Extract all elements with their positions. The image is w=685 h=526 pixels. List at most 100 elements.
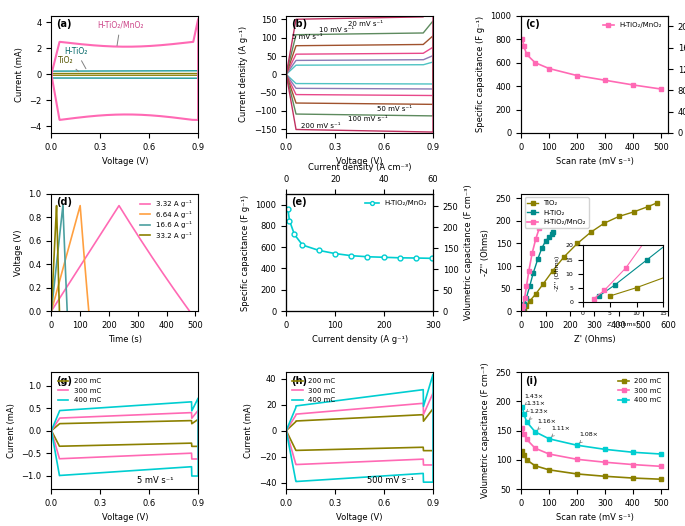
Y-axis label: -Z'' (Ohms): -Z'' (Ohms) bbox=[481, 229, 490, 276]
Y-axis label: Voltage (V): Voltage (V) bbox=[14, 229, 23, 276]
X-axis label: Current density (A g⁻¹): Current density (A g⁻¹) bbox=[312, 336, 408, 345]
Legend: 200 mC, 300 mC, 400 mC: 200 mC, 300 mC, 400 mC bbox=[290, 376, 338, 406]
400 mC bbox=[186, 463, 195, 470]
H-TiO₂/MnO₂ bbox=[528, 250, 536, 257]
X-axis label: Time (s): Time (s) bbox=[108, 336, 142, 345]
Text: TiO₂: TiO₂ bbox=[58, 56, 79, 72]
200 mC bbox=[519, 448, 527, 454]
Line: 400 mC: 400 mC bbox=[51, 398, 198, 476]
H-TiO₂ bbox=[518, 307, 526, 313]
300 mC bbox=[180, 450, 188, 457]
Y-axis label: Current (mA): Current (mA) bbox=[7, 403, 16, 458]
200 mC bbox=[573, 471, 581, 477]
300 mC bbox=[175, 410, 183, 416]
Text: 1.08×: 1.08× bbox=[580, 432, 598, 443]
Line: 6.64 A g⁻¹: 6.64 A g⁻¹ bbox=[51, 206, 89, 311]
Y-axis label: Volumetric capacitance (F cm⁻³): Volumetric capacitance (F cm⁻³) bbox=[481, 363, 490, 499]
300 mC bbox=[282, 428, 290, 434]
300 mC bbox=[523, 436, 531, 442]
TiO₂ bbox=[644, 204, 652, 210]
16.6 A g⁻¹ bbox=[63, 305, 71, 311]
300 mC bbox=[657, 463, 665, 470]
H-TiO₂/MnO₂ bbox=[536, 225, 544, 231]
200 mC bbox=[523, 457, 531, 463]
TiO₂ bbox=[539, 281, 547, 287]
400 mC bbox=[321, 399, 329, 406]
Text: 500 mV s⁻¹: 500 mV s⁻¹ bbox=[367, 477, 414, 485]
Text: (e): (e) bbox=[290, 197, 306, 207]
Line: 300 mC: 300 mC bbox=[286, 393, 433, 465]
Text: (g): (g) bbox=[55, 376, 72, 386]
H-TiO₂/MnO₂ bbox=[546, 212, 554, 218]
Text: (b): (b) bbox=[290, 19, 307, 29]
Text: 1.23×: 1.23× bbox=[529, 409, 548, 419]
200 mC bbox=[147, 418, 155, 424]
TiO₂ bbox=[630, 209, 638, 215]
Legend: H-TiO₂/MnO₂: H-TiO₂/MnO₂ bbox=[600, 19, 664, 31]
400 mC bbox=[657, 451, 665, 457]
300 mC bbox=[97, 413, 105, 420]
Text: (f): (f) bbox=[525, 197, 538, 207]
33.2 A g⁻¹ bbox=[53, 229, 62, 235]
33.2 A g⁻¹ bbox=[53, 217, 61, 223]
400 mC bbox=[545, 436, 553, 442]
H-TiO₂ bbox=[523, 295, 531, 301]
TiO₂ bbox=[615, 213, 623, 219]
400 mC bbox=[147, 401, 155, 408]
Text: 200 mV s⁻¹: 200 mV s⁻¹ bbox=[301, 123, 340, 129]
H-TiO₂ bbox=[525, 283, 534, 289]
6.64 A g⁻¹ bbox=[79, 239, 87, 245]
200 mC bbox=[381, 413, 389, 420]
200 mC bbox=[629, 475, 637, 481]
300 mC bbox=[186, 450, 195, 457]
33.2 A g⁻¹ bbox=[53, 203, 61, 209]
X-axis label: Current density (A cm⁻³): Current density (A cm⁻³) bbox=[308, 163, 412, 171]
400 mC bbox=[429, 479, 437, 485]
TiO₂ bbox=[519, 306, 527, 312]
Line: 400 mC: 400 mC bbox=[286, 375, 433, 482]
300 mC bbox=[519, 424, 527, 431]
Line: 200 mC: 200 mC bbox=[51, 419, 198, 447]
Y-axis label: Volumetric capacitance (F cm⁻³): Volumetric capacitance (F cm⁻³) bbox=[464, 185, 473, 320]
3.32 A g⁻¹ bbox=[125, 218, 133, 224]
Text: (i): (i) bbox=[525, 376, 538, 386]
X-axis label: Voltage (V): Voltage (V) bbox=[336, 513, 383, 522]
300 mC bbox=[573, 456, 581, 462]
200 mC bbox=[186, 440, 195, 447]
Line: 300 mC: 300 mC bbox=[51, 410, 198, 459]
Line: 400 mC: 400 mC bbox=[521, 405, 663, 456]
6.64 A g⁻¹ bbox=[77, 218, 86, 224]
Line: H-TiO₂: H-TiO₂ bbox=[520, 230, 556, 312]
16.6 A g⁻¹ bbox=[60, 239, 68, 245]
3.32 A g⁻¹ bbox=[164, 278, 173, 285]
400 mC bbox=[519, 404, 527, 410]
200 mC bbox=[601, 473, 609, 479]
300 mC bbox=[601, 459, 609, 466]
Text: H-TiO₂: H-TiO₂ bbox=[64, 46, 88, 69]
H-TiO₂/MnO₂ bbox=[518, 306, 526, 312]
300 mC bbox=[429, 390, 437, 396]
33.2 A g⁻¹ bbox=[55, 305, 64, 311]
Legend: 200 mC, 300 mC, 400 mC: 200 mC, 300 mC, 400 mC bbox=[55, 376, 103, 406]
16.6 A g⁻¹ bbox=[60, 229, 68, 235]
200 mC bbox=[545, 467, 553, 473]
400 mC bbox=[282, 428, 290, 434]
TiO₂ bbox=[586, 229, 595, 235]
300 mC bbox=[629, 461, 637, 468]
33.2 A g⁻¹ bbox=[53, 239, 62, 245]
H-TiO₂ bbox=[519, 305, 527, 311]
Text: 1.31×: 1.31× bbox=[526, 401, 545, 412]
3.32 A g⁻¹ bbox=[132, 229, 140, 235]
Line: 300 mC: 300 mC bbox=[521, 426, 663, 469]
300 mC bbox=[381, 403, 389, 410]
Y-axis label: Specific capacitance (F g⁻¹): Specific capacitance (F g⁻¹) bbox=[476, 16, 485, 133]
400 mC bbox=[332, 398, 340, 404]
400 mC bbox=[421, 479, 429, 485]
400 mC bbox=[97, 404, 105, 411]
TiO₂ bbox=[549, 267, 557, 274]
TiO₂ bbox=[522, 302, 530, 309]
200 mC bbox=[421, 448, 429, 454]
400 mC bbox=[520, 411, 528, 417]
TiO₂ bbox=[532, 291, 540, 297]
Text: 20 mV s⁻¹: 20 mV s⁻¹ bbox=[348, 22, 383, 27]
